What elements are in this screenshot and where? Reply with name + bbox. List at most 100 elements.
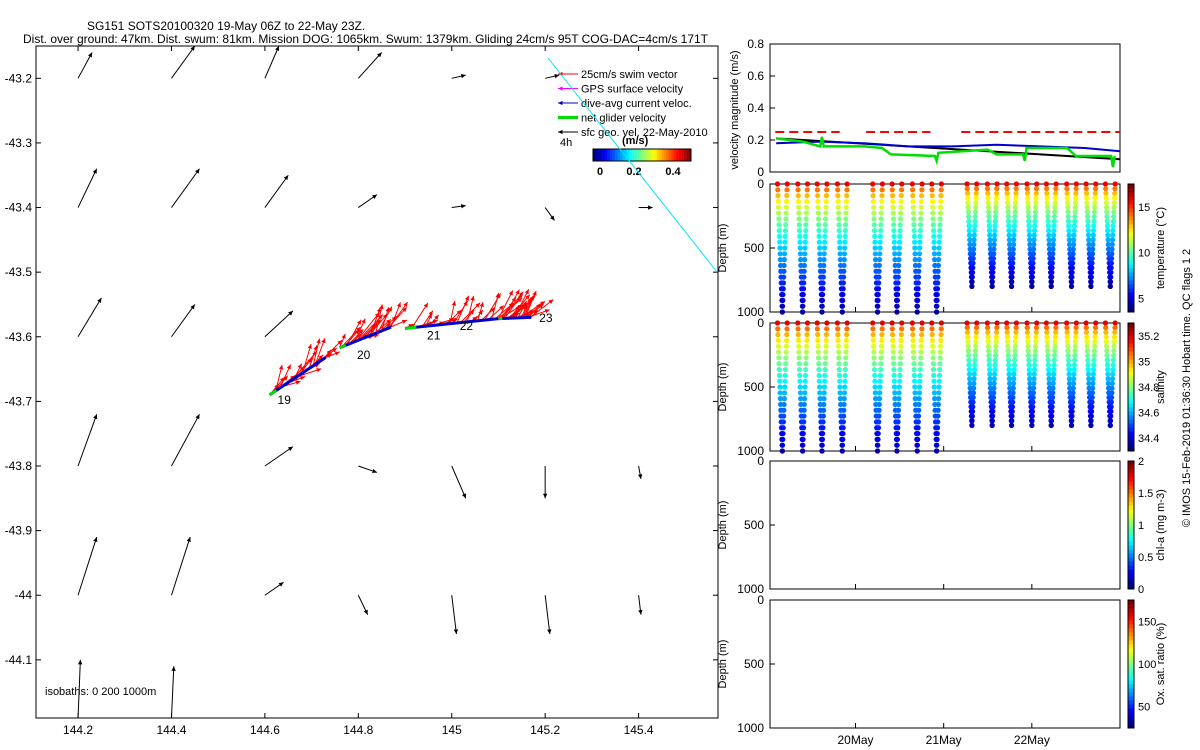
dive-sample (912, 384, 918, 390)
dive-sample (1032, 223, 1038, 229)
map-colorbar-cell (686, 149, 689, 161)
dive-sample (816, 233, 822, 239)
dive-sample (816, 378, 822, 384)
dive-sample (802, 384, 808, 390)
swim-vector (344, 329, 360, 346)
dive-sample (816, 384, 823, 390)
dive-sample (990, 260, 996, 266)
dive-sample (1085, 357, 1091, 363)
dive-sample (1109, 376, 1116, 382)
dive-sample (781, 274, 787, 280)
profile-colorbar-cell (1128, 720, 1134, 725)
dive-sample (1011, 366, 1017, 373)
dive-sample (783, 210, 789, 216)
dive-sample (878, 355, 884, 361)
dive-sample (1111, 204, 1117, 210)
dive-sample (891, 361, 897, 367)
dive-sample (1012, 339, 1019, 345)
geo-vector (264, 446, 294, 467)
dive-sample (784, 181, 790, 187)
profile-colorbar-cell (1128, 399, 1134, 404)
dive-sample (835, 332, 841, 338)
dive-sample (800, 303, 806, 309)
dive-sample (1073, 186, 1079, 192)
dive-sample (1011, 237, 1017, 243)
profile-colorbar-cell (1128, 204, 1134, 209)
dive-sample (870, 343, 877, 349)
dive-sample (992, 366, 998, 373)
map-y-tick-label: -43.5 (5, 265, 33, 279)
dive-sample (875, 303, 881, 309)
dive-sample (1013, 334, 1019, 340)
dive-sample (784, 187, 790, 193)
dive-sample (1109, 246, 1115, 252)
dive-sample (964, 190, 971, 196)
profile-colorbar-cell (1128, 391, 1134, 396)
dive-sample (990, 408, 996, 415)
dive-sample (917, 378, 923, 384)
dive-sample (973, 325, 980, 331)
dive-sample (1090, 246, 1096, 252)
dive-sample (897, 233, 903, 239)
dive-sample (820, 413, 826, 419)
profile-colorbar-cell (1128, 553, 1134, 558)
dive-sample (1070, 380, 1077, 387)
dive-sample (844, 332, 850, 338)
dive-sample (835, 326, 841, 332)
dive-sample (1004, 186, 1010, 192)
legend-label: net glider velocity (581, 113, 666, 125)
dive-sample (783, 337, 790, 344)
dive-sample (891, 372, 897, 378)
dive-sample (875, 297, 881, 303)
swim-vector (308, 345, 318, 369)
profile-colorbar-cell (1128, 648, 1134, 653)
dive-sample (993, 209, 999, 215)
profile-colorbar-cell (1128, 244, 1134, 249)
profile-colorbar-cell (1128, 561, 1134, 566)
dive-sample (1104, 213, 1110, 220)
dive-sample (934, 448, 940, 454)
map-colorbar-cell (676, 149, 679, 161)
dive-sample (1092, 343, 1098, 349)
dive-sample (800, 286, 807, 292)
dive-sample (796, 204, 802, 210)
dive-sample (1045, 223, 1051, 229)
dive-sample (835, 343, 841, 349)
dive-sample (837, 378, 843, 384)
dive-sample (1069, 413, 1075, 419)
swim-vector (491, 292, 500, 320)
profile-colorbar-cell (1128, 477, 1134, 482)
dive-sample (919, 187, 925, 193)
dive-sample (1033, 329, 1039, 335)
profile-y-tick-label: 1000 (737, 582, 764, 596)
dive-sample (929, 193, 935, 199)
dive-sample (843, 349, 849, 355)
profile-colorbar-cell (1128, 545, 1134, 550)
dive-sample (784, 320, 790, 326)
dive-sample (964, 325, 970, 331)
dive-sample (820, 291, 826, 298)
dive-sample (1089, 251, 1096, 257)
profile-colorbar-cell (1128, 236, 1134, 241)
dive-sample (973, 195, 979, 201)
dive-sample (1107, 283, 1113, 289)
swim-vector (513, 288, 530, 319)
profile-colorbar-cell (1128, 403, 1134, 408)
profile-colorbar-frame (1127, 460, 1135, 590)
dive-sample (897, 222, 903, 228)
dive-sample (1024, 325, 1030, 331)
profile-colorbar-cell (1128, 224, 1134, 229)
dive-sample (1033, 195, 1039, 201)
dive-sample (969, 279, 975, 285)
swim-vector (524, 290, 537, 318)
dive-sample (1104, 218, 1110, 224)
dive-sample (918, 216, 924, 222)
geo-vector (170, 666, 176, 719)
dive-sample (870, 326, 876, 332)
swim-vector (375, 304, 384, 334)
dive-sample (801, 274, 807, 280)
profile-colorbar-cell (1128, 395, 1134, 400)
dive-sample (1070, 260, 1076, 266)
dive-sample (842, 366, 848, 373)
